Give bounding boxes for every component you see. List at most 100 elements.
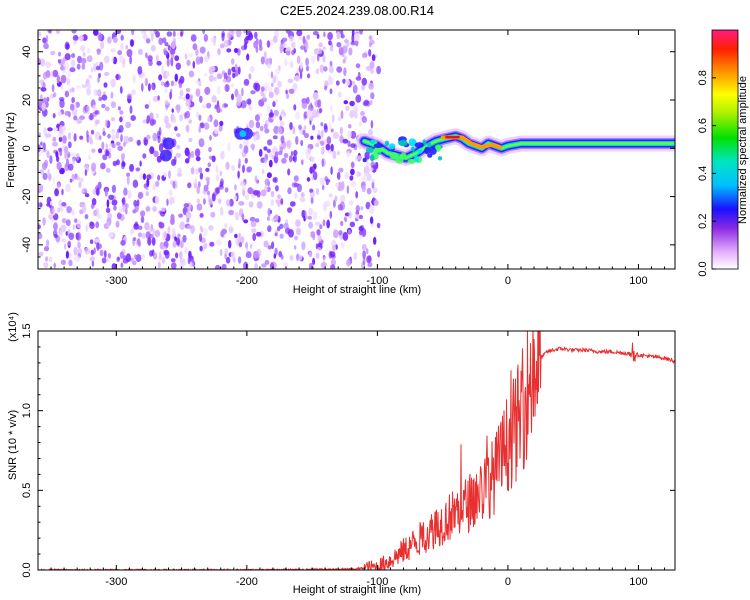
noise-speckle (243, 145, 249, 154)
noise-speckle (198, 167, 203, 173)
noise-speckle (184, 158, 190, 164)
noise-speckle (254, 262, 258, 269)
noise-speckle (274, 151, 279, 158)
noise-speckle (204, 72, 208, 78)
noise-speckle (213, 119, 219, 128)
noise-speckle (371, 54, 376, 62)
noise-speckle (72, 224, 76, 231)
noise-speckle (320, 140, 325, 146)
noise-speckle (152, 119, 157, 125)
noise-speckle (54, 233, 58, 239)
noise-speckle (98, 72, 101, 79)
noise-speckle (329, 251, 336, 258)
noise-speckle (129, 55, 132, 65)
noise-speckle (253, 82, 258, 90)
noise-speckle (255, 121, 261, 129)
noise-speckle (353, 252, 357, 261)
noise-speckle (306, 177, 311, 182)
noise-speckle (182, 261, 187, 267)
noise-speckle (123, 255, 127, 261)
noise-speckle (171, 158, 177, 167)
noise-speckle (279, 120, 285, 127)
noise-speckle (249, 166, 253, 172)
noise-speckle (199, 122, 205, 129)
spectrogram-y-axis: -40 -20 0 20 40 (21, 39, 675, 258)
noise-speckle (122, 207, 125, 213)
noise-speckle (312, 124, 316, 131)
noise-speckle (353, 111, 358, 119)
noise-speckle (76, 117, 83, 124)
noise-speckle (152, 132, 158, 142)
noise-speckle (49, 201, 53, 206)
noise-speckle (275, 214, 279, 221)
noise-speckle (126, 176, 130, 185)
noise-speckle (73, 246, 78, 256)
noise-speckle (329, 88, 333, 95)
noise-speckle (355, 63, 361, 69)
noise-speckle (323, 125, 328, 133)
noise-speckle (246, 98, 252, 105)
noise-speckle (81, 204, 87, 213)
noise-speckle (345, 105, 350, 112)
noise-speckle (260, 189, 267, 197)
noise-speckle (292, 156, 296, 162)
noise-speckle (283, 42, 288, 48)
noise-speckle (289, 122, 293, 130)
y-tick-label: 1.0 (21, 403, 33, 418)
noise-speckle (186, 225, 193, 230)
noise-speckle (346, 259, 351, 267)
noise-speckle (125, 253, 131, 263)
noise-speckle (277, 194, 281, 200)
noise-speckle (328, 193, 333, 198)
noise-speckle (95, 61, 99, 67)
noise-speckle (106, 199, 110, 209)
noise-speckle (258, 39, 263, 48)
colorbar-tick-label: 0.4 (697, 166, 709, 181)
noise-speckle (135, 254, 142, 263)
noise-speckle (73, 133, 77, 142)
noise-speckle (79, 135, 84, 140)
noise-speckle (291, 49, 295, 56)
noise-speckle (234, 211, 240, 221)
noise-speckle (190, 34, 197, 42)
noise-speckle (266, 103, 270, 113)
noise-speckle (107, 36, 112, 44)
noise-speckle (195, 88, 201, 97)
noise-speckle (326, 219, 331, 229)
x-tick-label: -200 (236, 576, 258, 588)
signal-blob (398, 139, 408, 147)
noise-speckle (52, 113, 56, 119)
noise-speckle (330, 143, 334, 152)
noise-speckle (111, 128, 115, 134)
noise-speckle (365, 66, 372, 71)
noise-speckle (295, 136, 299, 145)
noise-speckle (313, 163, 317, 170)
noise-speckle (241, 87, 244, 97)
noise-speckle (221, 32, 225, 42)
noise-speckle (355, 76, 362, 81)
noise-speckle (355, 191, 359, 199)
noise-speckle (301, 159, 304, 166)
noise-speckle (199, 95, 203, 104)
noise-speckle (324, 138, 327, 147)
noise-speckle (223, 39, 229, 48)
noise-speckle (42, 217, 46, 226)
noise-speckle (326, 136, 332, 145)
noise-speckle (303, 125, 307, 130)
noise-speckle (96, 49, 101, 56)
noise-speckle (118, 55, 125, 63)
noise-speckle (319, 64, 325, 73)
noise-speckle (57, 207, 61, 213)
noise-speckle (195, 156, 201, 162)
noise-speckle (65, 183, 72, 193)
noise-speckle (266, 186, 271, 193)
noise-speckle (352, 105, 359, 113)
noise-speckle (286, 139, 292, 149)
noise-speckle (169, 91, 172, 100)
noise-speckle (272, 101, 276, 108)
noise-speckle (195, 48, 199, 56)
noise-speckle (312, 31, 319, 36)
noise-speckle (310, 55, 316, 64)
noise-speckle (328, 40, 332, 46)
